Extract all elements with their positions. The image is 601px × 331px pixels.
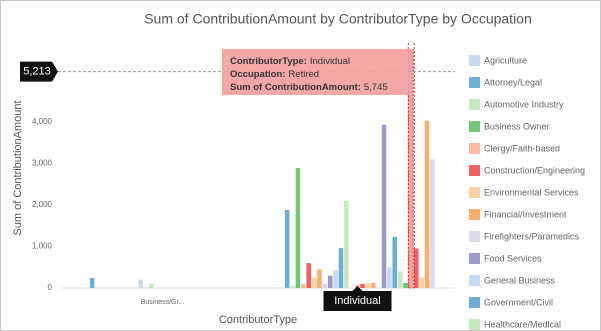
legend-swatch bbox=[469, 275, 480, 286]
bar bbox=[413, 248, 419, 288]
legend-label: Healthcare/Medical bbox=[484, 319, 561, 329]
bar bbox=[327, 275, 333, 288]
bar bbox=[424, 120, 430, 288]
bar bbox=[149, 283, 154, 288]
legend-label: Business Owner bbox=[484, 121, 550, 131]
legend-label: Government/Civil bbox=[484, 297, 553, 307]
legend-label: Agriculture bbox=[484, 55, 527, 65]
legend-swatch bbox=[469, 231, 480, 242]
legend-label: Construction/Engineering bbox=[484, 165, 585, 175]
bar bbox=[311, 277, 317, 288]
x-axis-label: ContributorType bbox=[219, 314, 297, 326]
legend-swatch bbox=[469, 253, 480, 264]
legend-label: Food Services bbox=[484, 253, 542, 263]
legend-swatch bbox=[469, 297, 480, 308]
bar bbox=[333, 270, 338, 288]
legend-label: Attorney/Legal bbox=[484, 77, 542, 87]
x-tick-highlight bbox=[323, 291, 392, 311]
crosshair-badge bbox=[20, 61, 58, 82]
legend-label: General Business bbox=[484, 275, 556, 285]
tooltip-value: Retired bbox=[288, 69, 319, 80]
tooltip-key: Sum of ContributionAmount: bbox=[230, 82, 361, 93]
bar bbox=[290, 285, 295, 288]
bar bbox=[284, 209, 290, 288]
legend-swatch bbox=[469, 121, 480, 132]
bar bbox=[419, 277, 424, 288]
y-tick-label: 1,000 bbox=[32, 242, 53, 251]
bar-highlighted bbox=[408, 49, 414, 289]
bar bbox=[403, 283, 408, 288]
bar bbox=[344, 200, 349, 288]
legend-swatch bbox=[469, 187, 480, 198]
tooltip-value: Individual bbox=[310, 56, 350, 67]
legend-swatch bbox=[469, 209, 480, 220]
tooltip-key: ContributorType: bbox=[230, 56, 307, 67]
tooltip-line: ContributorType: Individual bbox=[230, 56, 350, 67]
y-tick-label: 0 bbox=[48, 283, 53, 292]
y-tick-label: 3,000 bbox=[32, 159, 53, 168]
legend-swatch bbox=[469, 55, 480, 66]
y-tick-label: 4,000 bbox=[32, 117, 53, 126]
bar bbox=[338, 248, 344, 288]
legend-label: Automotive Industry bbox=[484, 99, 564, 109]
tooltip-line: Sum of ContributionAmount: 5,745 bbox=[230, 82, 388, 93]
y-axis-label: Sum of ContributionAmount bbox=[12, 100, 24, 235]
legend-label: Firefighters/Paramedics bbox=[484, 231, 580, 241]
legend-label: Environmental Services bbox=[484, 187, 579, 197]
bar bbox=[370, 283, 376, 288]
bar bbox=[365, 283, 371, 288]
legend-label: Clergy/Faith-based bbox=[484, 143, 560, 153]
legend-swatch bbox=[469, 143, 480, 154]
legend-label: Financial/Investment bbox=[484, 209, 567, 219]
legend-swatch bbox=[469, 165, 480, 176]
bar bbox=[430, 159, 435, 288]
x-tick-label: Business/Gr... bbox=[141, 299, 185, 306]
bar bbox=[138, 279, 143, 288]
bar bbox=[317, 269, 322, 288]
x-tick-pointer bbox=[352, 286, 363, 291]
legend-swatch bbox=[469, 77, 480, 88]
legend-swatch bbox=[469, 99, 480, 110]
y-tick-label: 2,000 bbox=[32, 200, 53, 209]
bar bbox=[322, 283, 328, 288]
chart-title: Sum of ContributionAmount by Contributor… bbox=[144, 11, 532, 27]
bar bbox=[397, 271, 403, 288]
bar bbox=[89, 278, 95, 288]
bar bbox=[381, 124, 387, 288]
tooltip-key: Occupation: bbox=[230, 69, 285, 80]
bar bbox=[354, 284, 360, 288]
legend-swatch bbox=[469, 319, 480, 330]
bar bbox=[387, 267, 392, 288]
bar bbox=[306, 263, 311, 288]
bar bbox=[301, 283, 306, 288]
tooltip-value: 5,745 bbox=[364, 82, 388, 93]
crosshair-label: 5,213 bbox=[23, 66, 51, 78]
x-tick-label: Individual bbox=[334, 295, 380, 307]
bar bbox=[295, 168, 301, 288]
tooltip bbox=[222, 49, 410, 95]
tooltip-line: Occupation: Retired bbox=[230, 69, 319, 80]
bar bbox=[392, 236, 398, 288]
bar bbox=[360, 283, 365, 288]
